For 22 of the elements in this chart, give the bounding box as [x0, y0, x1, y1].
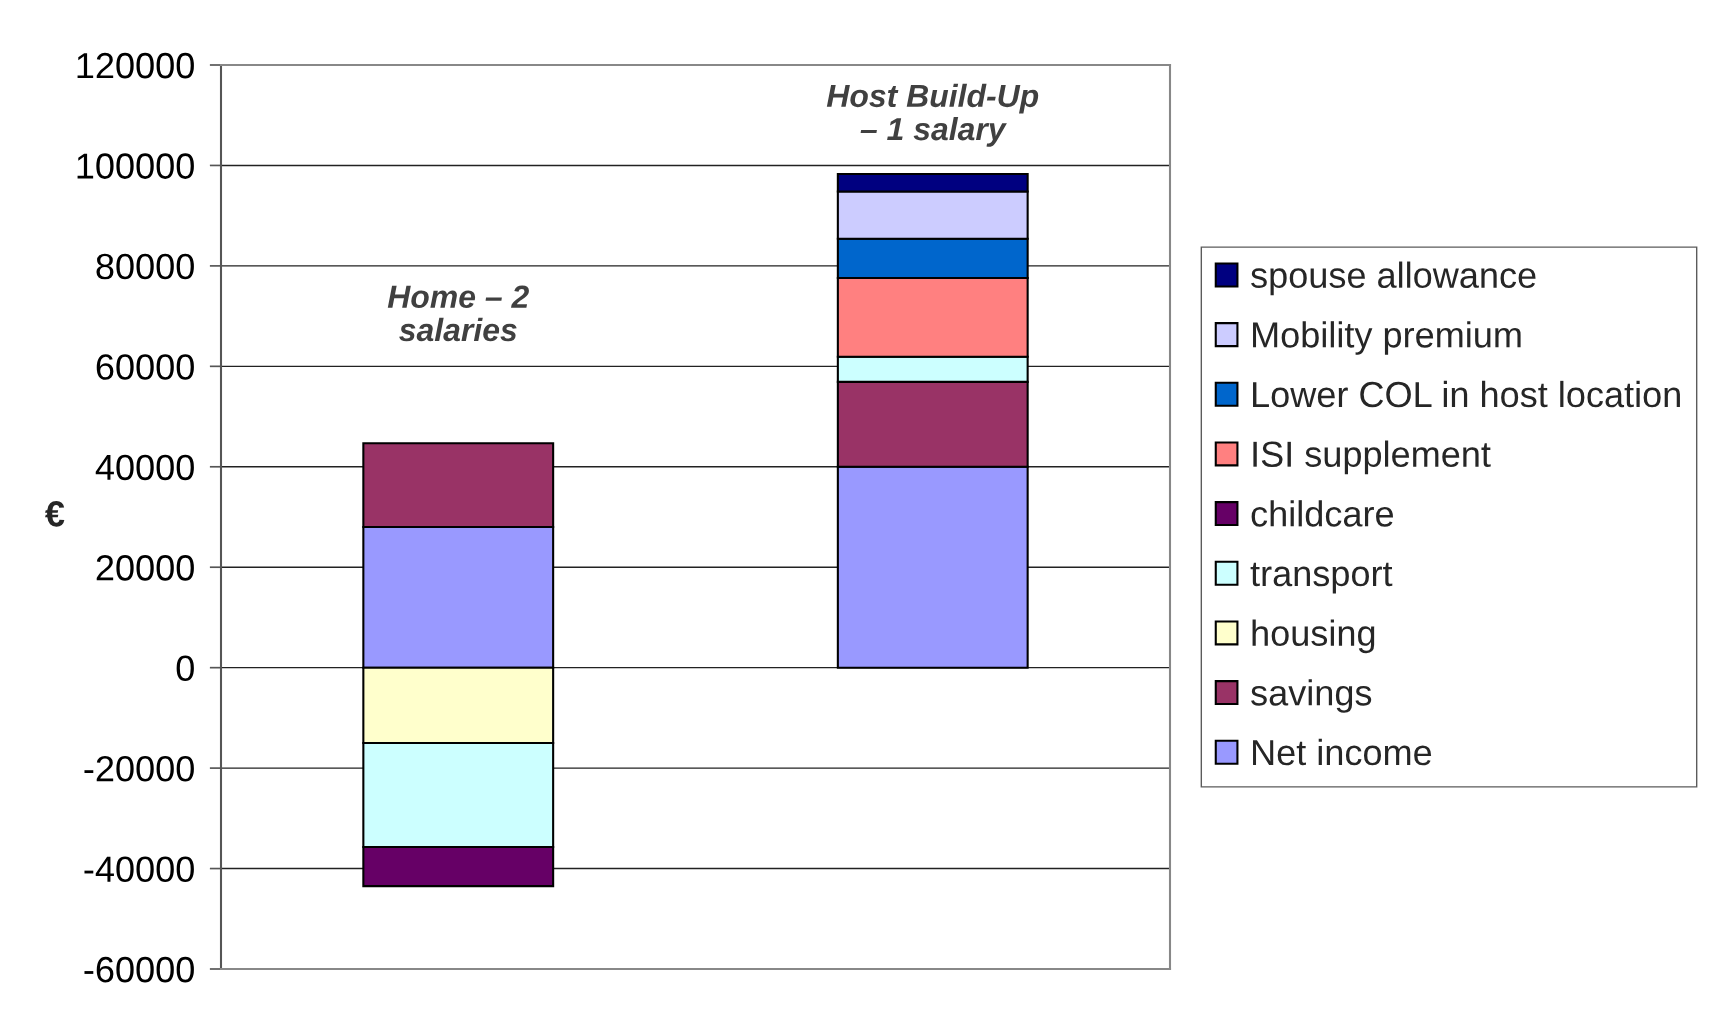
legend-label: childcare [1251, 500, 1393, 527]
legend-label: housing [1252, 619, 1375, 654]
y-tick-label: 120000 [77, 52, 194, 79]
legend-label: Lower COL in host location [1253, 380, 1680, 408]
legend-label: Net income [1253, 738, 1432, 766]
legend-label: spouse allowance [1251, 261, 1536, 296]
legend-label: transport [1250, 562, 1393, 594]
legend-label: ISI supplement [1253, 440, 1491, 475]
y-tick-label: -20000 [84, 755, 194, 782]
y-axis-title: € [45, 501, 65, 527]
y-tick-label: 0 [176, 655, 194, 682]
y-tick-label: 20000 [96, 555, 194, 581]
y-tick-label: 60000 [96, 354, 194, 380]
y-tick-label: -40000 [84, 856, 194, 882]
legend-label: savings [1251, 679, 1372, 713]
y-tick-label: 80000 [96, 253, 194, 280]
legend-label: Mobility premium [1253, 321, 1521, 355]
y-tick-label: 40000 [95, 454, 194, 481]
annotation: Host Build-Up – 1 salary [826, 83, 1039, 147]
y-tick-label: 100000 [77, 153, 194, 179]
y-tick-label: -60000 [84, 956, 194, 983]
annotation: Home – 2 salaries [387, 285, 529, 342]
